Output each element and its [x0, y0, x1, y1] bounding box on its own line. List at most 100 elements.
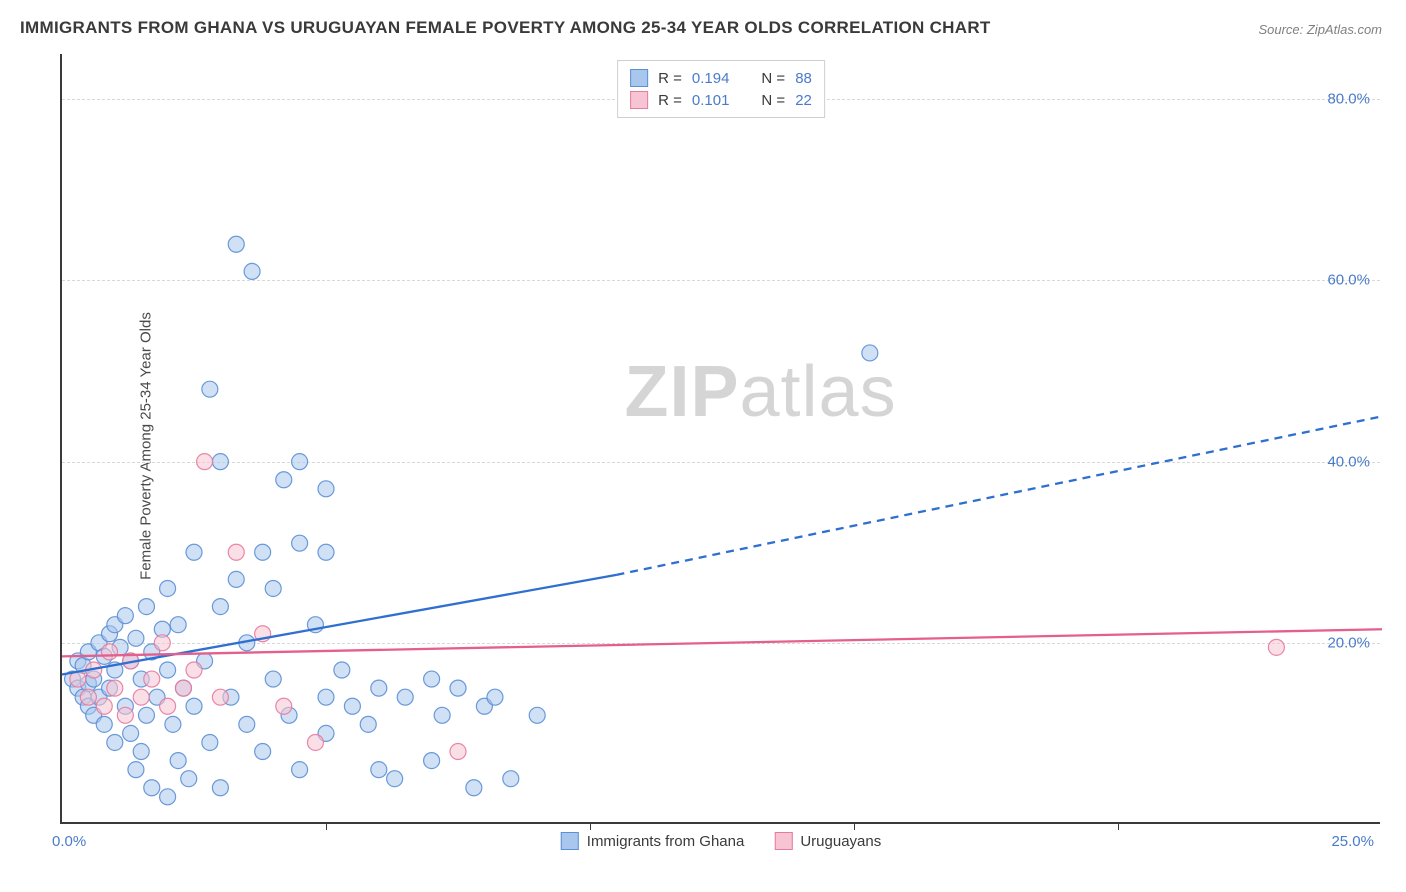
- data-point: [450, 744, 466, 760]
- data-point: [133, 744, 149, 760]
- data-point: [202, 734, 218, 750]
- r-value: 0.194: [692, 70, 730, 87]
- data-point: [197, 454, 213, 470]
- correlation-legend-row: R = 0.101 N = 22: [630, 89, 812, 111]
- data-point: [154, 635, 170, 651]
- data-point: [292, 454, 308, 470]
- source-attribution: Source: ZipAtlas.com: [1258, 22, 1382, 37]
- series-legend-item: Immigrants from Ghana: [561, 832, 745, 850]
- legend-swatch: [630, 91, 648, 109]
- data-point: [186, 698, 202, 714]
- x-tick: [590, 822, 591, 830]
- data-point: [255, 744, 271, 760]
- legend-swatch: [774, 832, 792, 850]
- correlation-legend-row: R =0.194N =88: [630, 67, 812, 89]
- series-legend: Immigrants from Ghana Uruguayans: [561, 832, 881, 850]
- n-label: N =: [761, 92, 785, 109]
- data-point: [466, 780, 482, 796]
- data-point: [424, 753, 440, 769]
- data-point: [397, 689, 413, 705]
- data-point: [144, 671, 160, 687]
- data-point: [334, 662, 350, 678]
- data-point: [170, 753, 186, 769]
- data-point: [175, 680, 191, 696]
- data-point: [212, 780, 228, 796]
- series-legend-label: Immigrants from Ghana: [587, 833, 745, 850]
- data-point: [160, 698, 176, 714]
- data-point: [212, 454, 228, 470]
- data-point: [138, 707, 154, 723]
- data-point: [265, 580, 281, 596]
- legend-swatch: [561, 832, 579, 850]
- data-point: [228, 571, 244, 587]
- data-point: [128, 762, 144, 778]
- data-point: [160, 580, 176, 596]
- legend-swatch: [630, 69, 648, 87]
- data-point: [186, 544, 202, 560]
- x-tick-label-max: 25.0%: [1331, 833, 1374, 850]
- x-tick-label-min: 0.0%: [52, 833, 86, 850]
- data-point: [212, 689, 228, 705]
- data-point: [160, 662, 176, 678]
- data-point: [165, 716, 181, 732]
- data-point: [96, 698, 112, 714]
- data-point: [371, 762, 387, 778]
- data-point: [160, 789, 176, 805]
- data-point: [450, 680, 466, 696]
- data-point: [123, 725, 139, 741]
- data-point: [107, 734, 123, 750]
- data-point: [265, 671, 281, 687]
- data-point: [307, 734, 323, 750]
- data-point: [181, 771, 197, 787]
- chart-title: IMMIGRANTS FROM GHANA VS URUGUAYAN FEMAL…: [20, 18, 991, 38]
- data-point: [212, 599, 228, 615]
- correlation-legend: R =0.194N =88R =0.101N =22: [617, 60, 825, 118]
- data-point: [318, 689, 334, 705]
- data-point: [228, 236, 244, 252]
- plot-area: ZIPatlas 20.0%40.0%60.0%80.0% 0.0% 25.0%…: [60, 54, 1380, 824]
- data-point: [255, 544, 271, 560]
- data-point: [1268, 639, 1284, 655]
- scatter-svg: [62, 54, 1380, 822]
- x-tick: [1118, 822, 1119, 830]
- data-point: [133, 689, 149, 705]
- data-point: [117, 608, 133, 624]
- data-point: [487, 689, 503, 705]
- data-point: [862, 345, 878, 361]
- data-point: [186, 662, 202, 678]
- data-point: [318, 481, 334, 497]
- data-point: [503, 771, 519, 787]
- data-point: [244, 263, 260, 279]
- r-label: R =: [658, 70, 682, 87]
- n-label: N =: [761, 70, 785, 87]
- n-value: 22: [795, 92, 812, 109]
- data-point: [360, 716, 376, 732]
- data-point: [529, 707, 545, 723]
- data-point: [276, 698, 292, 714]
- data-point: [228, 544, 244, 560]
- data-point: [102, 644, 118, 660]
- data-point: [128, 630, 144, 646]
- data-point: [318, 544, 334, 560]
- data-point: [96, 716, 112, 732]
- r-value: 0.101: [692, 92, 730, 109]
- data-point: [144, 780, 160, 796]
- trend-line-dashed: [616, 416, 1382, 575]
- x-tick: [326, 822, 327, 830]
- data-point: [80, 689, 96, 705]
- trend-line-solid: [62, 575, 616, 675]
- r-label: R =: [658, 92, 682, 109]
- data-point: [138, 599, 154, 615]
- data-point: [292, 762, 308, 778]
- data-point: [344, 698, 360, 714]
- series-legend-item: Uruguayans: [774, 832, 881, 850]
- data-point: [107, 680, 123, 696]
- data-point: [117, 707, 133, 723]
- data-point: [387, 771, 403, 787]
- data-point: [371, 680, 387, 696]
- x-tick: [854, 822, 855, 830]
- data-point: [239, 716, 255, 732]
- data-point: [170, 617, 186, 633]
- data-point: [424, 671, 440, 687]
- data-point: [434, 707, 450, 723]
